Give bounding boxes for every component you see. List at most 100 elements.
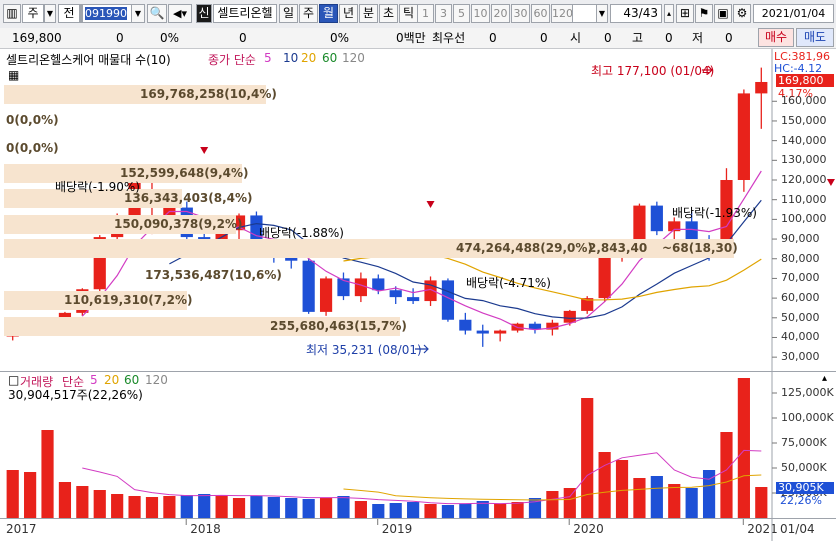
volume-bar [476, 501, 489, 518]
number-button-120[interactable]: 120 [551, 4, 574, 23]
volume-panel[interactable]: □ 거래량 단순 5 20 60 120 30,904,517주(22,26%)… [0, 371, 836, 519]
volume-profile-band-6 [4, 239, 734, 258]
sound-icon[interactable]: ◀▾ [168, 4, 192, 23]
stock-code-value: 091990 [85, 7, 127, 20]
volume-y-tick-2: 75,000K [781, 436, 827, 449]
vol-ma-60-label: 60 [124, 373, 140, 387]
open-label: 시 [570, 31, 582, 45]
price-y-tick-1: 150,000 [781, 113, 827, 127]
hc-label: HC:-4.12 [774, 62, 823, 75]
current-volume-badge: 30,905K [776, 482, 834, 494]
current-pct-label: 4.17% [778, 87, 813, 100]
candle-body [476, 330, 489, 334]
buy-button[interactable]: 매수 [758, 28, 794, 47]
best-ask-label: 최우선 [432, 31, 466, 45]
date-field[interactable]: 2021/01/04 [753, 4, 834, 23]
price-y-tick-4: 120,000 [781, 173, 827, 186]
period-button-5[interactable]: 초 [379, 4, 398, 23]
gear-icon[interactable]: ⚙ [733, 4, 751, 23]
quote-change-pct: 0% [160, 31, 180, 45]
period-button-4[interactable]: 분 [359, 4, 378, 23]
number-button-60[interactable]: 60 [531, 4, 550, 23]
volume-bar [650, 476, 663, 518]
volume-bar [633, 478, 646, 518]
search-icon[interactable]: 🔍 [147, 4, 167, 23]
stock-name-field: 셀트리온헬 [213, 4, 277, 23]
ma20-line [343, 253, 762, 301]
candle-body [354, 278, 367, 297]
stock-code-input[interactable]: 091990 [82, 4, 144, 23]
period-button-0[interactable]: 일 [279, 4, 298, 23]
price-y-tick-9: 70,000 [781, 271, 820, 285]
save-icon[interactable]: ▣ [714, 4, 732, 23]
quote-volume-pct: 0% [330, 31, 350, 45]
volume-profile-label-2: 0(0,0%) [6, 141, 59, 155]
candle-body [407, 297, 420, 302]
candle-body [650, 205, 663, 232]
volume-bar [581, 398, 594, 518]
candle-body [459, 319, 472, 331]
number-button-20[interactable]: 20 [491, 4, 510, 23]
code-type-dropdown-icon[interactable]: ▼ [44, 4, 56, 23]
search-type-label: 전 [63, 6, 75, 20]
low-price-annot: 최저 35,231 (08/01) [306, 343, 422, 357]
price-y-tick-3: 130,000 [781, 153, 827, 167]
volume-bar [441, 505, 455, 518]
candle-body [633, 205, 646, 243]
best-ask: 0 [489, 31, 497, 45]
price-panel[interactable]: 셀트리온헬스케어 매물대 수(10) 종가 단순 5 10 20 60 120 … [0, 49, 836, 371]
period-count-dropdown-icon[interactable]: ▼ [596, 4, 608, 23]
page-spinner-icon[interactable]: ▴ [664, 4, 674, 23]
period-button-6[interactable]: 틱 [399, 4, 418, 23]
search-type-select[interactable]: 전 [58, 4, 80, 23]
x-axis-label-2018: 2018 [190, 522, 221, 536]
volume-profile-label-1: 0(0,0%) [6, 113, 59, 127]
volume-bar [41, 430, 54, 518]
high-label: 고 [632, 31, 644, 45]
number-button-30[interactable]: 30 [511, 4, 530, 23]
volume-collapse-icon[interactable]: ▴ [822, 373, 828, 384]
number-button-1[interactable]: 1 [417, 4, 434, 23]
volume-y-tick-1: 100,000K [781, 411, 834, 424]
ma-10-label: 10 [283, 51, 299, 65]
last-volume-label: 30,904,517주(22,26%) [8, 388, 143, 402]
volume-profile-band-5 [4, 215, 236, 234]
volume-profile-label-4: 136,343,403(8,4%) [124, 191, 253, 205]
number-button-10[interactable]: 10 [471, 4, 490, 23]
volume-bar [337, 496, 350, 518]
flag-icon[interactable]: ⚑ [695, 4, 713, 23]
sell-button[interactable]: 매도 [796, 28, 834, 47]
volume-profile-label-9: 255,680,463(15,7%) [270, 319, 407, 333]
number-button-3[interactable]: 3 [435, 4, 452, 23]
volume-bar [494, 504, 507, 518]
date-label: 2021/01/04 [761, 7, 826, 20]
period-button-3[interactable]: 년 [339, 4, 358, 23]
volume-profile-label-8: 110,619,310(7,2%) [64, 293, 193, 307]
number-button-5[interactable]: 5 [453, 4, 470, 23]
stock-code-dropdown-icon[interactable]: ▼ [131, 4, 145, 23]
price-y-tick-7: 90,000 [781, 232, 820, 246]
ma-120-label: 120 [342, 51, 365, 65]
volume-bar [668, 484, 681, 518]
quote-change: 0 [116, 31, 124, 45]
high-arrow-icon [702, 65, 713, 75]
candle-body [737, 93, 750, 181]
candle-body [337, 278, 350, 297]
crosshair-icon[interactable]: ⊞ [676, 4, 694, 23]
price-panel-title: 셀트리온헬스케어 매물대 수(10) [6, 53, 171, 67]
ma-60-label: 60 [322, 51, 338, 65]
code-type-select[interactable]: 주 [22, 4, 44, 23]
x-axis-end-label: 01/04 [780, 522, 815, 536]
chart-menu-icon[interactable]: ▥ [3, 4, 21, 23]
candle-body [389, 290, 402, 298]
vol-ma-5-label: 5 [90, 373, 98, 387]
candle-body [302, 260, 315, 312]
volume-bar [24, 472, 37, 518]
volume-square-icon: □ [8, 373, 20, 387]
volume-bar [354, 501, 367, 518]
grid-table-icon[interactable]: ▦ [8, 68, 20, 82]
period-button-1[interactable]: 주 [299, 4, 318, 23]
new-badge: 신 [196, 4, 212, 23]
period-button-2[interactable]: 월 [319, 4, 338, 23]
dividend-annot-2019: 배당락(-1.88%) [259, 226, 344, 240]
